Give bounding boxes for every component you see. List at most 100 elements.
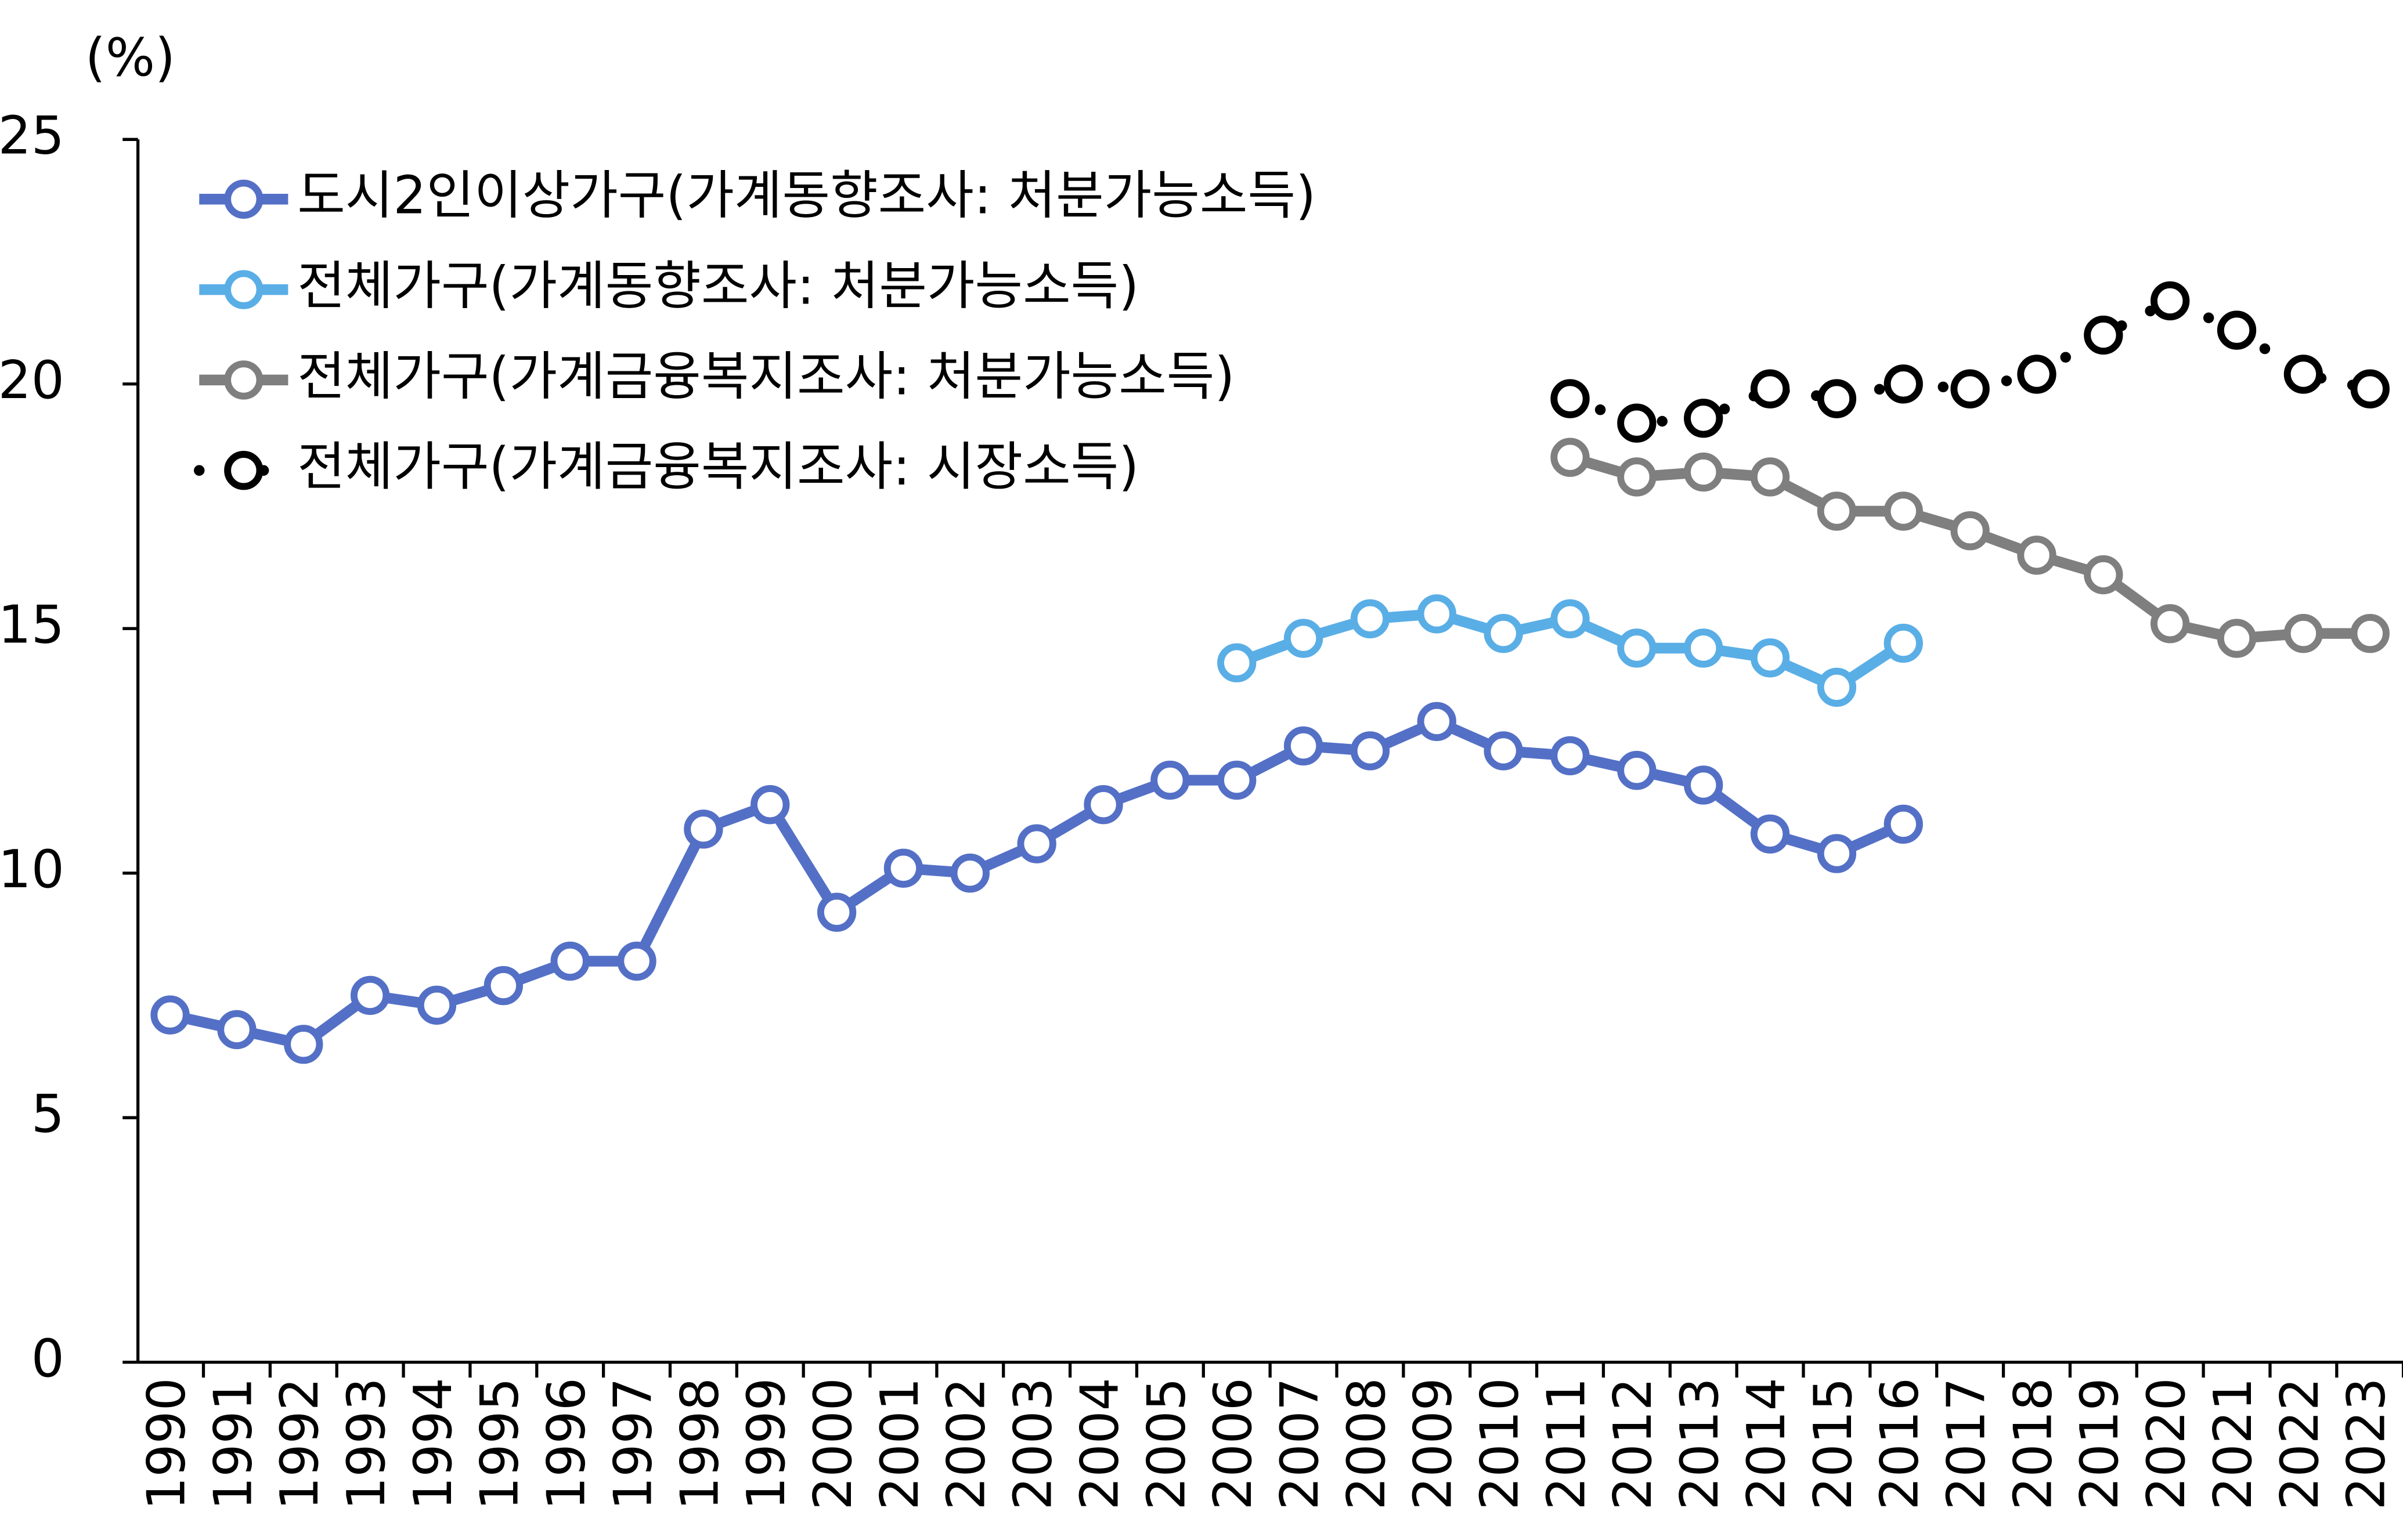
x-tick-label: 1996: [537, 1378, 597, 1510]
x-tick-label: 2018: [2003, 1378, 2063, 1510]
marker: [1884, 491, 1923, 531]
marker: [1150, 760, 1190, 800]
marker: [1350, 599, 1390, 639]
marker: [1817, 667, 1857, 707]
legend-label: 전체가구(가계동향조사: 처분가능소득): [297, 256, 1139, 317]
marker: [817, 892, 857, 932]
marker: [2017, 355, 2056, 394]
marker: [2350, 614, 2390, 653]
marker: [1417, 702, 1456, 742]
x-tick-label: 1994: [403, 1378, 464, 1510]
marker: [2350, 369, 2390, 409]
marker: [1550, 379, 1590, 418]
marker: [1684, 452, 1723, 492]
marker: [1750, 638, 1790, 678]
marker: [1617, 457, 1657, 497]
marker: [2283, 614, 2323, 653]
y-tick-label: 5: [31, 1084, 64, 1145]
x-tick-label: 2010: [1470, 1378, 1531, 1510]
x-tick-label: 2007: [1270, 1378, 1330, 1510]
marker: [2151, 604, 2190, 644]
marker: [150, 995, 190, 1035]
marker: [2151, 281, 2190, 321]
x-tick-label: 2017: [1937, 1378, 1997, 1510]
x-tick-label: 2011: [1536, 1378, 1597, 1510]
y-tick-label: 25: [0, 106, 64, 167]
x-tick-label: 2015: [1803, 1378, 1864, 1510]
legend-label: 전체가구(가계금융복지조사: 처분가능소득): [297, 346, 1235, 407]
marker: [1884, 623, 1923, 663]
x-tick-label: 2009: [1403, 1378, 1464, 1510]
marker: [1484, 614, 1523, 653]
marker: [1750, 814, 1790, 854]
marker: [1017, 824, 1056, 863]
marker: [2217, 310, 2257, 350]
marker: [751, 785, 790, 825]
x-tick-label: 2002: [937, 1378, 997, 1510]
marker: [1817, 379, 1857, 418]
marker: [1217, 643, 1257, 682]
marker: [1417, 594, 1456, 634]
marker: [617, 941, 656, 981]
marker: [484, 966, 524, 1006]
marker: [1817, 491, 1857, 531]
x-tick-label: 1998: [670, 1378, 730, 1510]
x-tick-label: 1995: [470, 1378, 531, 1510]
legend-label: 전체가구(가계금융복지조사: 시장소득): [297, 437, 1139, 497]
marker: [1817, 834, 1857, 873]
x-tick-label: 2021: [2203, 1378, 2264, 1510]
x-tick-label: 1997: [603, 1378, 663, 1510]
marker: [2084, 555, 2123, 595]
marker: [1617, 751, 1657, 790]
legend-marker: [224, 451, 264, 490]
x-tick-label: 1991: [203, 1378, 264, 1510]
x-tick-label: 1999: [737, 1378, 797, 1510]
y-tick-label: 0: [31, 1329, 64, 1389]
marker: [1950, 511, 1990, 551]
marker: [1283, 726, 1323, 766]
marker: [217, 1010, 257, 1050]
x-tick-label: 2023: [2337, 1378, 2397, 1510]
marker: [1283, 619, 1323, 658]
marker: [1550, 599, 1590, 639]
x-tick-label: 2022: [2270, 1378, 2330, 1510]
marker: [284, 1025, 323, 1064]
marker: [1550, 438, 1590, 477]
marker: [417, 985, 457, 1025]
marker: [350, 975, 390, 1015]
marker: [2217, 619, 2257, 658]
y-tick-label: 20: [0, 350, 64, 411]
x-tick-label: 1990: [136, 1378, 197, 1510]
x-tick-label: 2014: [1737, 1378, 1797, 1510]
marker: [1884, 364, 1923, 404]
marker: [1684, 399, 1723, 438]
marker: [1084, 785, 1123, 825]
marker: [2283, 355, 2323, 394]
marker: [684, 809, 723, 849]
marker: [1950, 369, 1990, 409]
marker: [1350, 731, 1390, 771]
x-tick-label: 1992: [270, 1378, 330, 1510]
y-tick-label: 15: [0, 595, 64, 656]
x-tick-label: 2000: [803, 1378, 864, 1510]
legend-marker: [224, 179, 264, 219]
legend-marker: [224, 270, 264, 309]
marker: [1750, 457, 1790, 497]
marker: [883, 848, 923, 888]
x-tick-label: 2020: [2137, 1378, 2197, 1510]
marker: [1884, 804, 1923, 844]
marker: [1617, 403, 1657, 443]
marker: [1217, 760, 1257, 800]
marker: [550, 941, 590, 981]
legend-label: 도시2인이상가구(가계동향조사: 처분가능소득): [297, 166, 1316, 226]
x-tick-label: 2004: [1070, 1378, 1130, 1510]
x-tick-label: 1993: [337, 1378, 397, 1510]
marker: [950, 854, 990, 893]
marker: [1750, 369, 1790, 409]
marker: [2017, 536, 2056, 575]
marker: [1684, 628, 1723, 668]
x-tick-label: 2001: [870, 1378, 930, 1510]
x-tick-label: 2012: [1603, 1378, 1664, 1510]
marker: [2084, 315, 2123, 355]
